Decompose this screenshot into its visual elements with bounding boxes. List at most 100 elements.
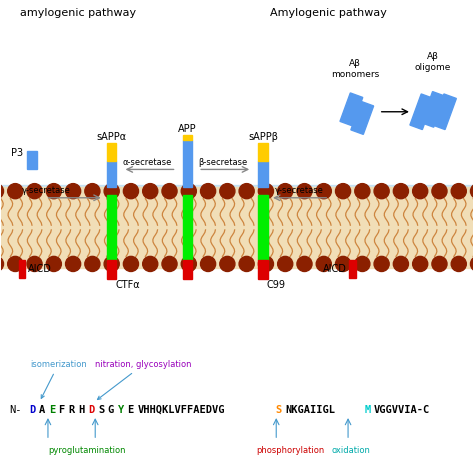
Text: Amylogenic pathway: Amylogenic pathway bbox=[270, 8, 387, 18]
Text: phosphorylation: phosphorylation bbox=[256, 447, 324, 456]
Text: AICD: AICD bbox=[323, 264, 346, 274]
Circle shape bbox=[471, 256, 474, 272]
Text: VGGVVIA-C: VGGVVIA-C bbox=[374, 404, 430, 414]
Circle shape bbox=[336, 256, 351, 272]
Circle shape bbox=[27, 256, 42, 272]
Circle shape bbox=[220, 183, 235, 199]
Text: M: M bbox=[365, 404, 371, 414]
Text: VHHQKLVFFAEDVG: VHHQKLVFFAEDVG bbox=[137, 404, 225, 414]
Circle shape bbox=[201, 256, 216, 272]
Text: sAPPβ: sAPPβ bbox=[248, 132, 278, 142]
Circle shape bbox=[413, 183, 428, 199]
Text: P3: P3 bbox=[11, 148, 23, 158]
Text: E: E bbox=[49, 404, 55, 414]
Circle shape bbox=[123, 256, 138, 272]
Text: AICD: AICD bbox=[28, 264, 52, 274]
Text: nitration, glycosylation: nitration, glycosylation bbox=[95, 360, 191, 400]
Text: oxidation: oxidation bbox=[331, 447, 370, 456]
Circle shape bbox=[432, 256, 447, 272]
Circle shape bbox=[297, 256, 312, 272]
Circle shape bbox=[162, 183, 177, 199]
Circle shape bbox=[8, 183, 23, 199]
Circle shape bbox=[181, 256, 196, 272]
Circle shape bbox=[27, 183, 42, 199]
Circle shape bbox=[413, 256, 428, 272]
Text: α-secretase: α-secretase bbox=[123, 158, 172, 167]
Text: G: G bbox=[108, 404, 114, 414]
Text: Aβ
oligome: Aβ oligome bbox=[415, 52, 451, 72]
Circle shape bbox=[393, 183, 409, 199]
Circle shape bbox=[104, 183, 119, 199]
Circle shape bbox=[239, 256, 254, 272]
Bar bbox=[107, 195, 117, 260]
Bar bbox=[0, 185, 474, 193]
Circle shape bbox=[65, 183, 81, 199]
Circle shape bbox=[471, 183, 474, 199]
Text: γ-secretase: γ-secretase bbox=[275, 186, 324, 195]
Text: pyroglutamination: pyroglutamination bbox=[48, 447, 126, 456]
Bar bbox=[107, 144, 117, 161]
Circle shape bbox=[393, 256, 409, 272]
Circle shape bbox=[297, 183, 312, 199]
Bar bbox=[410, 94, 434, 129]
Bar bbox=[182, 140, 192, 187]
Circle shape bbox=[181, 183, 196, 199]
Text: NKGAIIGL: NKGAIIGL bbox=[285, 404, 336, 414]
Text: Aβ
monomers: Aβ monomers bbox=[331, 59, 379, 79]
Text: D: D bbox=[29, 404, 35, 414]
Bar bbox=[107, 260, 117, 279]
Bar bbox=[258, 144, 268, 161]
Text: R: R bbox=[68, 404, 74, 414]
Bar bbox=[258, 260, 268, 279]
Circle shape bbox=[46, 183, 61, 199]
Bar bbox=[182, 260, 192, 279]
Text: APP: APP bbox=[178, 124, 197, 134]
Text: E: E bbox=[128, 404, 134, 414]
Text: γ-secretase: γ-secretase bbox=[22, 186, 71, 195]
Text: S: S bbox=[98, 404, 104, 414]
Text: H: H bbox=[78, 404, 84, 414]
Text: A: A bbox=[39, 404, 45, 414]
Circle shape bbox=[220, 256, 235, 272]
Bar bbox=[421, 91, 445, 127]
Circle shape bbox=[0, 183, 3, 199]
Circle shape bbox=[8, 256, 23, 272]
Circle shape bbox=[162, 256, 177, 272]
Bar bbox=[182, 195, 192, 260]
Circle shape bbox=[143, 183, 158, 199]
Circle shape bbox=[0, 256, 3, 272]
Circle shape bbox=[432, 183, 447, 199]
Circle shape bbox=[316, 256, 331, 272]
Bar bbox=[182, 136, 192, 140]
Circle shape bbox=[46, 256, 61, 272]
Circle shape bbox=[451, 183, 466, 199]
Bar bbox=[107, 161, 117, 187]
Circle shape bbox=[85, 183, 100, 199]
Text: D: D bbox=[88, 404, 94, 414]
Bar bbox=[351, 101, 374, 134]
Text: N-: N- bbox=[9, 404, 22, 414]
Circle shape bbox=[278, 256, 293, 272]
Circle shape bbox=[65, 256, 81, 272]
Circle shape bbox=[143, 256, 158, 272]
Bar bbox=[433, 94, 456, 129]
Bar bbox=[258, 195, 268, 260]
Circle shape bbox=[201, 183, 216, 199]
Text: sAPPα: sAPPα bbox=[97, 132, 127, 142]
Bar bbox=[340, 93, 363, 126]
Circle shape bbox=[85, 256, 100, 272]
Circle shape bbox=[336, 183, 351, 199]
Circle shape bbox=[104, 256, 119, 272]
Bar bbox=[18, 260, 25, 278]
Bar bbox=[258, 161, 268, 187]
Text: Y: Y bbox=[118, 404, 124, 414]
Circle shape bbox=[258, 183, 273, 199]
Text: amylogenic pathway: amylogenic pathway bbox=[19, 8, 136, 18]
Circle shape bbox=[278, 183, 293, 199]
Circle shape bbox=[239, 183, 254, 199]
Circle shape bbox=[451, 256, 466, 272]
Bar bbox=[0, 187, 474, 268]
Circle shape bbox=[374, 256, 389, 272]
Circle shape bbox=[374, 183, 389, 199]
Circle shape bbox=[258, 256, 273, 272]
